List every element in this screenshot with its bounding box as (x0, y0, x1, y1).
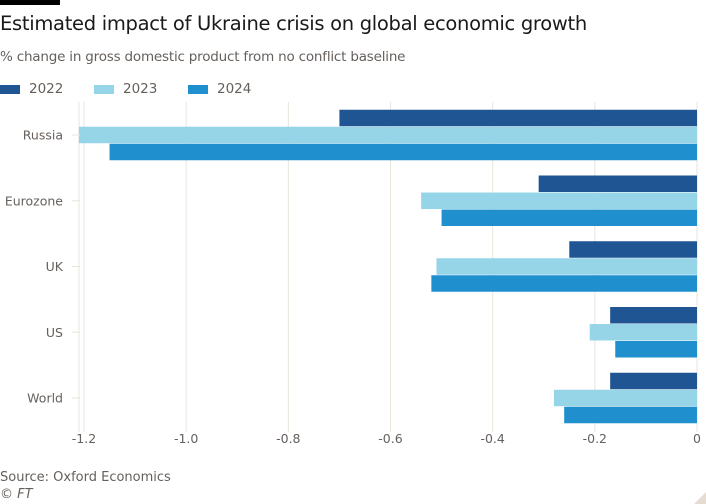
bar-eurozone-2022 (538, 175, 697, 192)
value-axis: -1.2 -1.0 -0.8 -0.6 -0.4 -0.2 0 (72, 431, 701, 446)
x-tick-label: -0.4 (480, 431, 504, 446)
bar-us-2023 (589, 324, 697, 341)
category-label: US (46, 325, 63, 340)
x-tick-label: 0 (693, 431, 701, 446)
legend-label-2022: 2022 (29, 81, 64, 97)
legend-label-2023: 2023 (123, 81, 158, 97)
x-tick-label: -1.0 (174, 431, 198, 446)
chart-title: Estimated impact of Ukraine crisis on gl… (0, 12, 587, 35)
legend-swatch-2024 (188, 84, 208, 94)
legend-swatch-2022 (0, 84, 20, 94)
source-note: Source: Oxford Economics (0, 470, 171, 485)
bar-uk-2022 (569, 241, 697, 258)
x-tick-label: -1.2 (72, 431, 96, 446)
x-tick-label: -0.8 (276, 431, 300, 446)
bar-uk-2024 (431, 275, 697, 292)
bar-eurozone-2024 (441, 209, 697, 226)
brand-top-bar (0, 0, 60, 5)
bar-us-2024 (615, 341, 697, 358)
category-label: UK (46, 259, 64, 274)
bar-russia-2024 (109, 143, 697, 161)
bar-uk-2023 (436, 258, 697, 275)
x-tick-label: -0.2 (583, 431, 607, 446)
category-label: World (27, 391, 63, 406)
category-label: Eurozone (5, 193, 63, 208)
legend-item-2023: 2023 (94, 80, 157, 98)
legend-item-2024: 2024 (188, 80, 251, 98)
bar-world-2024 (564, 406, 697, 424)
bars (78, 109, 698, 424)
bar-world-2022 (610, 372, 697, 390)
legend-label-2024: 2024 (217, 81, 252, 97)
bar-world-2023 (553, 389, 697, 407)
legend-item-2022: 2022 (0, 80, 63, 98)
resize-corner (694, 492, 706, 504)
chart-subtitle: % change in gross domestic product from … (0, 49, 406, 65)
category-axis: Russia Eurozone UK US World (5, 128, 80, 406)
bar-russia-2023 (78, 126, 698, 144)
x-tick-label: -0.6 (378, 431, 402, 446)
bar-eurozone-2023 (421, 192, 697, 209)
copyright-note: © FT (0, 487, 33, 502)
bar-us-2022 (610, 307, 697, 324)
legend-swatch-2023 (94, 84, 114, 94)
bar-russia-2022 (339, 109, 697, 127)
category-label: Russia (23, 128, 63, 143)
